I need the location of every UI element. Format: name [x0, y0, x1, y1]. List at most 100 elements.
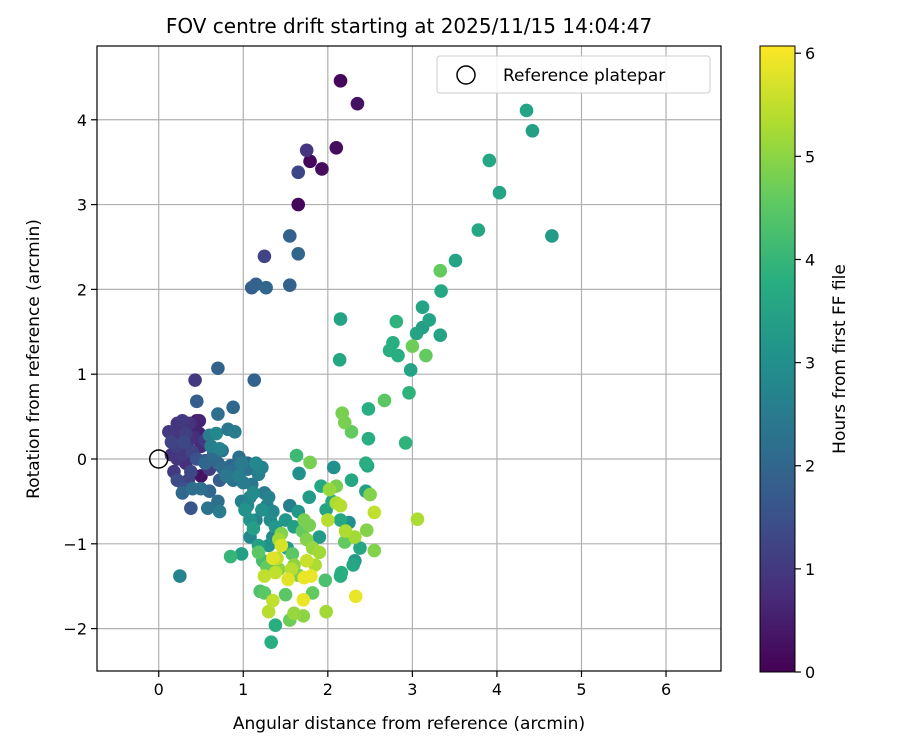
- data-point: [232, 469, 246, 483]
- data-point: [274, 538, 289, 553]
- data-point: [312, 530, 327, 544]
- data-point: [292, 466, 306, 481]
- data-point: [326, 460, 341, 475]
- data-point: [299, 143, 314, 158]
- data-point: [261, 538, 276, 553]
- data-point: [312, 545, 327, 560]
- y-axis-ticks: −2 −1 0 1 2 3 4: [63, 111, 97, 639]
- data-point: [482, 153, 497, 168]
- x-tick-label: 2: [323, 680, 333, 699]
- data-point: [398, 436, 413, 450]
- colorbar-tick-label: 1: [805, 560, 815, 579]
- data-point: [329, 140, 344, 155]
- data-point: [238, 503, 252, 517]
- data-point: [305, 586, 320, 600]
- data-point: [189, 394, 204, 409]
- data-point: [359, 456, 373, 471]
- data-point: [525, 124, 540, 138]
- data-point: [315, 162, 329, 176]
- data-point: [249, 456, 263, 471]
- data-point: [403, 363, 418, 377]
- data-point: [228, 425, 242, 439]
- data-point: [261, 604, 276, 619]
- data-point: [302, 490, 317, 504]
- data-point: [268, 618, 283, 633]
- y-tick-label: 2: [77, 280, 87, 299]
- data-point: [211, 494, 225, 509]
- data-point: [285, 547, 300, 561]
- colorbar-tick-label: 6: [805, 44, 815, 63]
- data-point: [346, 558, 360, 572]
- data-point: [492, 185, 507, 200]
- data-point: [259, 280, 273, 295]
- x-tick-label: 3: [407, 680, 417, 699]
- y-tick-label: −2: [63, 620, 87, 639]
- data-point: [333, 569, 348, 583]
- data-point: [266, 551, 280, 566]
- data-point: [448, 253, 463, 268]
- data-point: [348, 589, 363, 604]
- data-point: [433, 328, 448, 342]
- data-point: [344, 425, 359, 439]
- data-point: [415, 300, 430, 314]
- data-point: [322, 482, 337, 497]
- data-point: [246, 521, 261, 536]
- data-point: [353, 541, 367, 555]
- data-point: [219, 469, 234, 483]
- data-point: [264, 635, 278, 649]
- data-point: [419, 348, 433, 363]
- data-point: [234, 456, 249, 471]
- x-tick-label: 0: [154, 680, 164, 699]
- data-point: [257, 249, 272, 264]
- colorbar-tick-label: 0: [805, 663, 815, 682]
- data-point: [321, 513, 335, 527]
- colorbar-tick-label: 3: [805, 354, 815, 373]
- y-axis-label: Rotation from reference (arcmin): [24, 219, 44, 499]
- data-point: [332, 352, 347, 367]
- y-tick-label: 0: [77, 450, 87, 469]
- colorbar-gradient: [759, 45, 796, 673]
- data-point: [234, 547, 249, 561]
- colorbar: 0 1 2 3 4 5 6 Hours from first FF file: [759, 44, 850, 682]
- data-point: [363, 487, 377, 502]
- y-tick-label: −1: [63, 535, 87, 554]
- data-point: [302, 518, 317, 532]
- data-point: [434, 284, 448, 298]
- data-point: [162, 425, 176, 439]
- data-point: [291, 197, 306, 212]
- data-point: [333, 513, 348, 527]
- data-point: [211, 407, 225, 421]
- data-point: [333, 73, 348, 88]
- plot-frame: [96, 45, 722, 672]
- x-tick-label: 6: [661, 680, 671, 699]
- data-point: [344, 473, 359, 487]
- data-point: [422, 313, 437, 327]
- colorbar-tick-label: 5: [805, 147, 815, 166]
- legend-box: [436, 55, 711, 94]
- data-point: [173, 569, 187, 583]
- data-point: [278, 587, 293, 602]
- data-point: [303, 455, 317, 470]
- data-point: [318, 573, 333, 588]
- data-point: [367, 543, 382, 558]
- data-point: [266, 593, 280, 608]
- colorbar-ticks: 0 1 2 3 4 5 6: [795, 44, 815, 682]
- data-point: [350, 96, 365, 111]
- data-point: [226, 400, 240, 415]
- data-point: [409, 326, 424, 341]
- data-point: [304, 569, 318, 583]
- legend: Reference platepar: [436, 55, 711, 94]
- data-point: [296, 592, 311, 607]
- data-point: [389, 314, 404, 329]
- data-point: [291, 165, 306, 180]
- data-points: [162, 73, 559, 649]
- data-point: [519, 103, 534, 118]
- data-point: [282, 229, 297, 243]
- data-point: [185, 481, 200, 496]
- data-point: [282, 278, 297, 292]
- colorbar-tick-label: 2: [805, 457, 815, 476]
- reference-platepar-marker: [148, 449, 169, 469]
- data-point: [209, 426, 224, 441]
